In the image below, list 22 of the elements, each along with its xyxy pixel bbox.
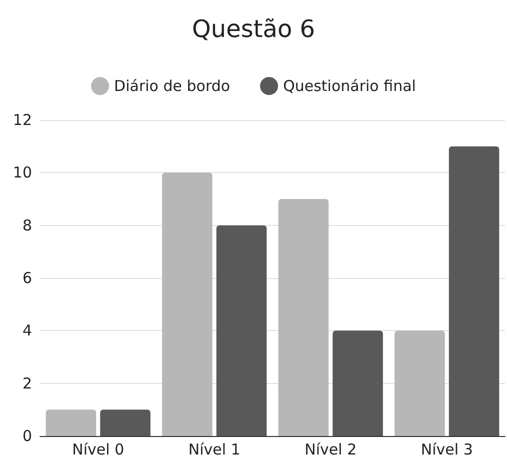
y-tick-label: 0	[22, 427, 32, 445]
y-tick-label: 8	[22, 216, 32, 234]
bar	[216, 225, 267, 436]
legend-label: Questionário final	[283, 77, 416, 95]
x-tick-label: Nível 0	[72, 440, 124, 458]
bar	[100, 410, 150, 436]
chart-title: Questão 6	[192, 15, 316, 43]
bar	[394, 330, 445, 436]
y-tick-label: 12	[12, 111, 32, 129]
y-tick-label: 6	[22, 269, 32, 287]
bar	[278, 199, 329, 436]
legend-label: Diário de bordo	[114, 77, 230, 95]
x-tick-label: Nível 2	[304, 440, 357, 458]
bar	[332, 330, 383, 436]
bar	[162, 172, 212, 436]
bar	[46, 410, 96, 436]
y-tick-label: 10	[12, 164, 32, 182]
y-tick-label: 4	[22, 322, 32, 340]
x-tick-label: Nível 3	[420, 440, 473, 458]
bar	[448, 146, 500, 436]
y-tick-label: 2	[22, 374, 32, 392]
x-tick-label: Nível 1	[188, 440, 240, 458]
